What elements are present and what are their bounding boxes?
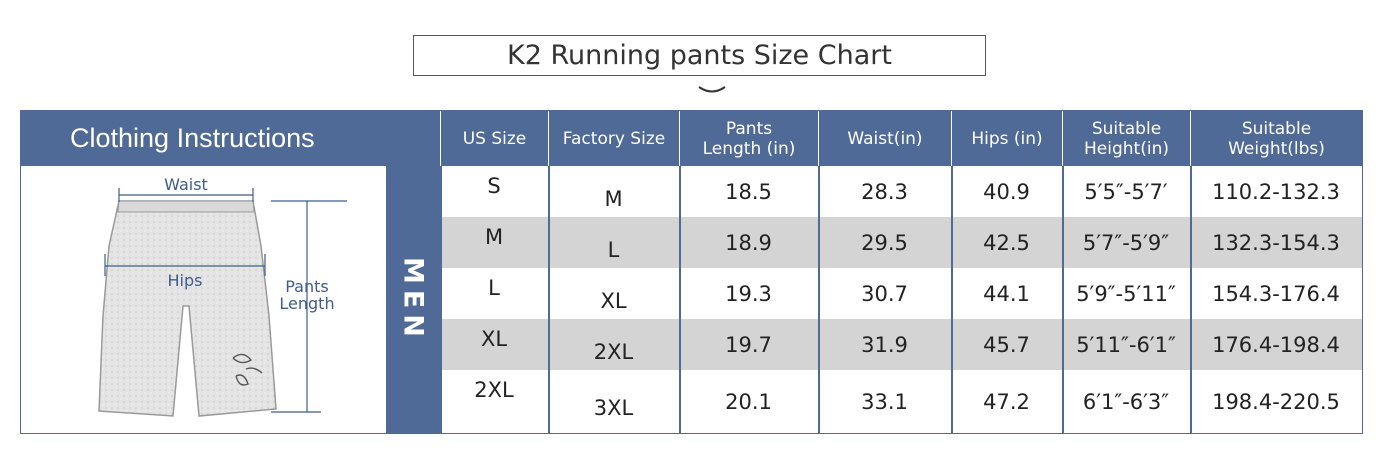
cell-weight: 198.4-220.5 [1212, 389, 1340, 414]
cell-waist: 33.1 [861, 389, 908, 414]
grid-divider [951, 166, 953, 433]
cell-factory-size: 2XL [593, 340, 634, 364]
cell-hips: 42.5 [983, 230, 1030, 255]
shorts-illustration: Waist Hips Pants Length [98, 175, 347, 417]
cell-pants-length: 19.7 [725, 332, 772, 357]
cell-us-size: M [484, 225, 504, 249]
cell-pants-length: 18.5 [725, 179, 772, 204]
cell-pants-length: 20.1 [725, 389, 772, 414]
cell-waist: 31.9 [861, 332, 908, 357]
cell-factory-size: XL [600, 289, 627, 313]
grid-divider [818, 166, 820, 433]
cell-factory-size: M [604, 187, 623, 211]
table-row: M L 18.9 29.5 42.5 5′7″-5′9″ 132.3-154.3 [440, 217, 1362, 268]
cell-us-size: L [488, 276, 500, 300]
pants-length-label-2: Length [279, 294, 334, 313]
pants-length-label-1: Pants [285, 277, 328, 296]
table-row: L XL 19.3 30.7 44.1 5′9″-5′11″ 154.3-176… [440, 268, 1362, 319]
grid-divider [440, 166, 442, 433]
cell-us-size: 2XL [474, 378, 514, 402]
hips-label: Hips [168, 271, 203, 290]
cell-weight: 176.4-198.4 [1212, 332, 1340, 357]
cell-weight: 154.3-176.4 [1212, 281, 1340, 306]
size-chart-table: Clothing Instructions US Size Factory Si… [20, 110, 1363, 434]
col-hips: Hips (in) [951, 111, 1062, 166]
men-group-band: MEN [386, 166, 440, 433]
cell-weight: 132.3-154.3 [1212, 230, 1340, 255]
col-us-size: US Size [440, 111, 548, 166]
chevron-down-icon [698, 86, 726, 93]
col-suitable-weight: Suitable Weight(lbs) [1190, 111, 1362, 166]
cell-us-size: S [487, 174, 501, 198]
page-title: K2 Running pants Size Chart [413, 35, 986, 76]
cell-factory-size: 3XL [593, 395, 634, 420]
cell-height: 5′7″-5′9″ [1082, 230, 1170, 255]
cell-hips: 45.7 [983, 332, 1030, 357]
cell-factory-size: L [607, 238, 620, 262]
cell-pants-length: 19.3 [725, 281, 772, 306]
table-row: XL 2XL 19.7 31.9 45.7 5′11″-6′1″ 176.4-1… [440, 319, 1362, 370]
cell-height: 5′9″-5′11″ [1076, 281, 1176, 306]
col-suitable-height: Suitable Height(in) [1062, 111, 1190, 166]
waist-label: Waist [164, 175, 208, 194]
cell-us-size: XL [480, 327, 508, 351]
cell-hips: 40.9 [983, 179, 1030, 204]
cell-waist: 30.7 [861, 281, 908, 306]
cell-height: 5′5″-5′7′ [1084, 179, 1168, 204]
cell-height: 6′1″-6′3″ [1082, 389, 1170, 414]
col-factory-size: Factory Size [548, 111, 679, 166]
cell-waist: 28.3 [861, 179, 908, 204]
clothing-instructions-header: Clothing Instructions [21, 111, 440, 166]
grid-divider [548, 166, 550, 433]
cell-hips: 47.2 [983, 389, 1030, 414]
col-pants-length: Pants Length (in) [679, 111, 818, 166]
cell-waist: 29.5 [861, 230, 908, 255]
grid-divider [1190, 166, 1192, 433]
cell-hips: 44.1 [983, 281, 1030, 306]
cell-weight: 110.2-132.3 [1212, 179, 1340, 204]
shorts-body [98, 200, 277, 417]
cell-height: 5′11″-6′1″ [1076, 332, 1176, 357]
grid-divider [1062, 166, 1064, 433]
cell-pants-length: 18.9 [725, 230, 772, 255]
men-label: MEN [397, 256, 429, 343]
grid-divider [679, 166, 681, 433]
table-row: 2XL 3XL 20.1 33.1 47.2 6′1″-6′3″ 198.4-2… [440, 370, 1362, 433]
col-waist: Waist(in) [818, 111, 951, 166]
table-row: S M 18.5 28.3 40.9 5′5″-5′7′ 110.2-132.3 [440, 166, 1362, 217]
